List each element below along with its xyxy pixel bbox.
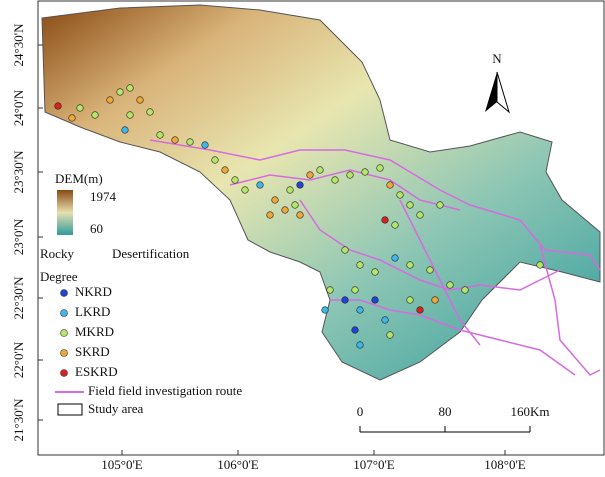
lat-label: 22°30'N bbox=[11, 276, 26, 320]
sample-point bbox=[172, 137, 179, 144]
lon-label: 108°0'E bbox=[484, 457, 526, 472]
sample-point bbox=[362, 169, 369, 176]
lat-label: 24°30'N bbox=[11, 23, 26, 67]
sample-point bbox=[432, 297, 439, 304]
sample-point bbox=[267, 212, 274, 219]
sample-point bbox=[382, 217, 389, 224]
lat-label: 21°30'N bbox=[11, 398, 26, 442]
lon-label: 107°0'E bbox=[353, 457, 395, 472]
scale-label: 80 bbox=[439, 404, 452, 419]
sample-point bbox=[407, 262, 414, 269]
sample-point bbox=[407, 297, 414, 304]
sample-point bbox=[297, 182, 304, 189]
sample-point bbox=[407, 202, 414, 209]
sample-point bbox=[417, 307, 424, 314]
sample-point bbox=[372, 269, 379, 276]
sample-point bbox=[447, 282, 454, 289]
sample-point bbox=[147, 109, 154, 116]
scale-label: 0 bbox=[357, 404, 364, 419]
legend-swatch bbox=[61, 370, 68, 377]
map: 24°30'N 24°0'N 23°30'N 23°0'N 22°30'N 22°0'N 2… bbox=[0, 0, 605, 477]
legend-label: NKRD bbox=[75, 284, 112, 299]
sample-point bbox=[232, 177, 239, 184]
sample-point bbox=[387, 182, 394, 189]
sample-point bbox=[332, 177, 339, 184]
sample-point bbox=[187, 139, 194, 146]
dem-title: DEM(m) bbox=[55, 171, 103, 186]
sample-point bbox=[462, 287, 469, 294]
sample-point bbox=[222, 167, 229, 174]
lon-label: 105°0'E bbox=[101, 457, 143, 472]
study-area-label: Study area bbox=[88, 401, 143, 416]
legend-swatch bbox=[61, 350, 68, 357]
legend-label: SKRD bbox=[75, 344, 110, 359]
legend-label: LKRD bbox=[75, 304, 110, 319]
dem-low: 60 bbox=[90, 221, 103, 236]
sample-point bbox=[292, 202, 299, 209]
sample-point bbox=[352, 287, 359, 294]
sample-point bbox=[382, 317, 389, 324]
sample-point bbox=[427, 267, 434, 274]
legend-title: Rocky bbox=[40, 246, 74, 261]
route-label: Field field investigation route bbox=[88, 383, 242, 398]
sample-point bbox=[287, 187, 294, 194]
sample-point bbox=[347, 172, 354, 179]
sample-point bbox=[387, 332, 394, 339]
sample-point bbox=[537, 262, 544, 269]
sample-point bbox=[202, 142, 209, 149]
lon-label: 106°0'E bbox=[217, 457, 259, 472]
sample-point bbox=[342, 247, 349, 254]
sample-point bbox=[437, 202, 444, 209]
sample-point bbox=[397, 192, 404, 199]
legend-swatch bbox=[61, 310, 68, 317]
sample-point bbox=[357, 307, 364, 314]
sample-point bbox=[342, 297, 349, 304]
sample-point bbox=[122, 127, 129, 134]
sample-point bbox=[352, 327, 359, 334]
north-label: N bbox=[492, 51, 502, 66]
legend-swatch bbox=[61, 290, 68, 297]
sample-point bbox=[357, 262, 364, 269]
sample-point bbox=[307, 172, 314, 179]
dem-high: 1974 bbox=[90, 189, 117, 204]
sample-point bbox=[327, 287, 334, 294]
sample-point bbox=[127, 85, 134, 92]
sample-point bbox=[117, 89, 124, 96]
sample-point bbox=[92, 112, 99, 119]
dem-ramp bbox=[57, 190, 73, 235]
legend-swatch bbox=[61, 330, 68, 337]
sample-point bbox=[322, 307, 329, 314]
sample-point bbox=[357, 342, 364, 349]
sample-point bbox=[257, 182, 264, 189]
sample-point bbox=[392, 255, 399, 262]
sample-point bbox=[377, 165, 384, 172]
legend-label: MKRD bbox=[75, 324, 114, 339]
sample-point bbox=[127, 112, 134, 119]
sample-point bbox=[157, 132, 164, 139]
legend-title: Desertification bbox=[112, 246, 190, 261]
sample-point bbox=[272, 197, 279, 204]
sample-point bbox=[297, 212, 304, 219]
sample-point bbox=[212, 157, 219, 164]
sample-point bbox=[282, 207, 289, 214]
sample-point bbox=[392, 222, 399, 229]
sample-point bbox=[137, 97, 144, 104]
lat-label: 22°0'N bbox=[11, 341, 26, 378]
lat-label: 24°0'N bbox=[11, 89, 26, 126]
sample-point bbox=[55, 103, 62, 110]
lat-label: 23°0'N bbox=[11, 218, 26, 255]
legend-label: ESKRD bbox=[75, 364, 118, 379]
sample-point bbox=[417, 212, 424, 219]
scale-label: 160Km bbox=[511, 404, 550, 419]
lat-label: 23°30'N bbox=[11, 150, 26, 194]
legend-title: Degree bbox=[40, 269, 78, 284]
sample-point bbox=[107, 97, 114, 104]
sample-point bbox=[372, 297, 379, 304]
sample-point bbox=[242, 187, 249, 194]
sample-point bbox=[317, 167, 324, 174]
sample-point bbox=[69, 115, 76, 122]
sample-point bbox=[77, 105, 84, 112]
